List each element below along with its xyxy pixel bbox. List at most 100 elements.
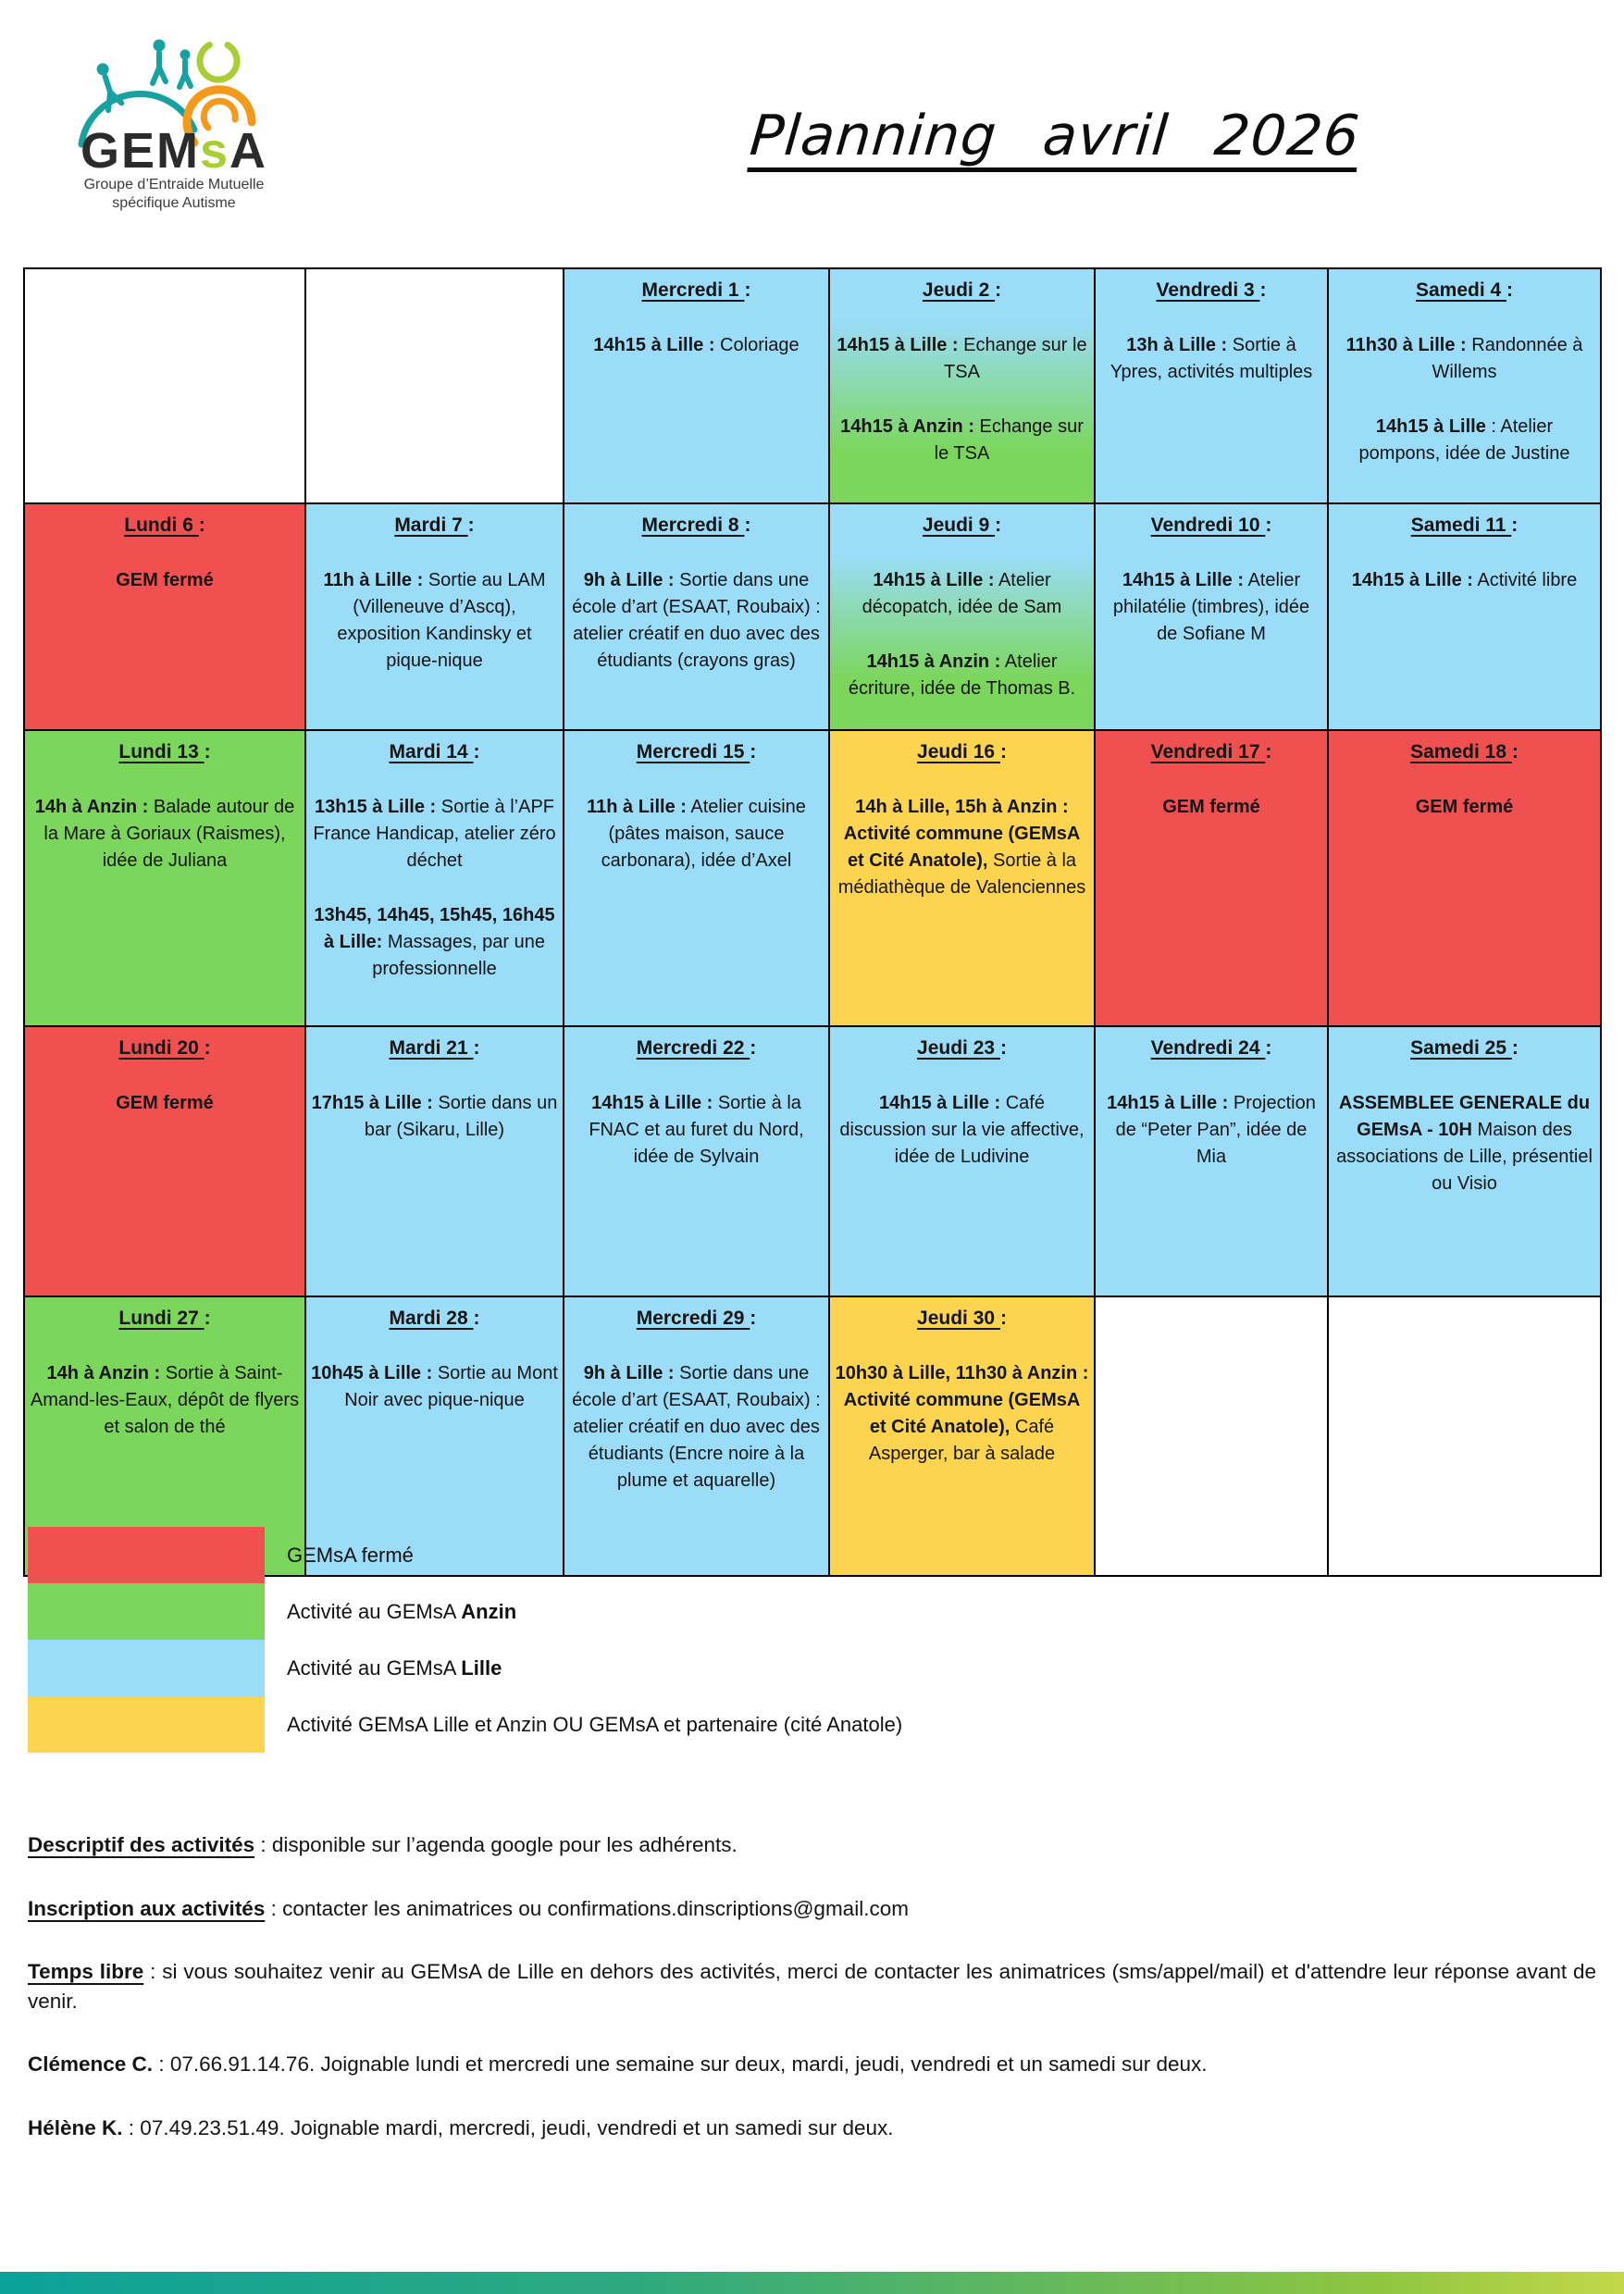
page-title: Planning avril 2026 bbox=[747, 104, 1363, 168]
activity-entry: 14h à Anzin : Balade autour de la Mare à… bbox=[34, 797, 295, 872]
day-header: Jeudi 23 : bbox=[917, 1037, 1007, 1059]
calendar-cell-mardi-28: Mardi 28 : 10h45 à Lille : Sortie au Mont… bbox=[304, 1296, 564, 1577]
calendar-cell-samedi-18: Samedi 18 : GEM fermé bbox=[1327, 729, 1602, 1027]
activity-entry: 14h15 à Lille : Echange sur le TSA bbox=[837, 335, 1087, 383]
footer-line-descriptif-des-activit-s: Descriptif des activités : disponible su… bbox=[28, 1833, 738, 1856]
legend-item-red: GEMsA fermé bbox=[28, 1527, 902, 1583]
legend-item-green: Activité au GEMsA Anzin bbox=[28, 1583, 902, 1640]
calendar-cell-vendredi-10: Vendredi 10 : 14h15 à Lille : Atelier phi… bbox=[1094, 502, 1329, 731]
calendar-cell-jeudi-30: Jeudi 30 : 10h30 à Lille, 11h30 à Anzin :… bbox=[828, 1296, 1096, 1577]
footer-label: Clémence C. bbox=[28, 2052, 154, 2076]
gemsa-logo-icon bbox=[78, 39, 256, 148]
orange-arc-icon bbox=[182, 85, 256, 147]
logo-subtitle-line1: Groupe d’Entraide Mutuelle bbox=[83, 177, 265, 192]
activity-entry: 14h15 à Lille : Atelier pompons, idée de… bbox=[1358, 416, 1570, 465]
footer-label: Inscription aux activités bbox=[28, 1896, 266, 1920]
activity-entry: 10h30 à Lille, 11h30 à Anzin : Activité … bbox=[835, 1363, 1089, 1465]
day-header: Lundi 13 : bbox=[118, 741, 211, 763]
activity-entry: 14h à Anzin : Sortie à Saint-Amand-les-E… bbox=[30, 1363, 300, 1438]
activity-entry: 14h15 à Lille : Sortie à la FNAC et au f… bbox=[589, 1093, 804, 1168]
activity-entry: 11h à Lille : Sortie au LAM (Villeneuve … bbox=[323, 570, 546, 672]
legend-swatch-green bbox=[28, 1583, 265, 1640]
day-header: Mercredi 8 : bbox=[641, 515, 751, 536]
globe-arc-icon bbox=[78, 91, 198, 148]
calendar-cell-vendredi-24: Vendredi 24 : 14h15 à Lille : Projection … bbox=[1094, 1025, 1329, 1297]
footer-line-temps-libre: Temps libre : si vous souhaitez venir au… bbox=[28, 1960, 1596, 2013]
legend-swatch-yellow bbox=[28, 1696, 265, 1753]
day-header: Lundi 27 : bbox=[118, 1308, 211, 1329]
activity-entry: 13h45, 14h45, 15h45, 16h45 à Lille: Mass… bbox=[314, 905, 555, 980]
footer-line-h-l-ne-k: Hélène K. : 07.49.23.51.49. Joignable ma… bbox=[28, 2115, 894, 2139]
legend-label: GEMsA fermé bbox=[287, 1543, 414, 1567]
footer-line-cl-mence-c: Clémence C. : 07.66.91.14.76. Joignable … bbox=[28, 2052, 1208, 2076]
calendar-cell-samedi-4: Samedi 4 : 11h30 à Lille : Randonnée à Wi… bbox=[1327, 267, 1602, 504]
activity-entry: GEM fermé bbox=[116, 1093, 214, 1114]
footer-label: Descriptif des activités bbox=[28, 1833, 255, 1856]
people-icon bbox=[96, 39, 193, 114]
activity-entry: 13h à Lille : Sortie à Ypres, activités … bbox=[1110, 335, 1313, 383]
activity-entry: 14h15 à Lille : Projection de “Peter Pan… bbox=[1107, 1093, 1316, 1168]
activity-entry: 14h15 à Lille : Café discussion sur la v… bbox=[839, 1093, 1085, 1168]
day-header: Samedi 11 : bbox=[1410, 515, 1519, 536]
logo-s-green: s bbox=[199, 123, 230, 179]
day-header: Jeudi 30 : bbox=[917, 1308, 1007, 1329]
green-ring-icon bbox=[196, 39, 241, 83]
calendar-cell-lundi-20: Lundi 20 : GEM fermé bbox=[23, 1025, 306, 1297]
legend-label: Activité GEMsA Lille et Anzin OU GEMsA e… bbox=[287, 1712, 903, 1736]
calendar-cell-mercredi-29: Mercredi 29 : 9h à Lille : Sortie dans un… bbox=[563, 1296, 830, 1577]
calendar-cell-mercredi-8: Mercredi 8 : 9h à Lille : Sortie dans une… bbox=[563, 502, 830, 731]
day-header: Lundi 6 : bbox=[124, 515, 205, 536]
day-header: Vendredi 24 : bbox=[1150, 1037, 1272, 1059]
day-header: Samedi 4 : bbox=[1415, 279, 1514, 301]
day-header: Mardi 28 : bbox=[389, 1308, 480, 1329]
calendar-cell-jeudi-2: Jeudi 2 : 14h15 à Lille : Echange sur le … bbox=[828, 267, 1096, 504]
calendar-cell-mercredi-1: Mercredi 1 : 14h15 à Lille : Coloriage bbox=[563, 267, 830, 504]
day-header: Mercredi 29 : bbox=[636, 1308, 757, 1329]
calendar-cell-empty bbox=[304, 267, 564, 504]
footer-notes: Descriptif des activités : disponible su… bbox=[28, 1830, 1596, 2176]
footer-color-bar bbox=[0, 2272, 1624, 2294]
activity-entry: 9h à Lille : Sortie dans une école d’art… bbox=[572, 1363, 821, 1492]
activity-entry: 10h45 à Lille : Sortie au Mont Noir avec… bbox=[311, 1363, 558, 1411]
calendar-week-row: Lundi 6 : GEM fermé Mardi 7 : 11h à Lille :… bbox=[23, 502, 1602, 731]
day-header: Mercredi 15 : bbox=[636, 741, 757, 763]
day-header: Vendredi 10 : bbox=[1150, 515, 1272, 536]
calendar-cell-mercredi-15: Mercredi 15 : 11h à Lille : Atelier cuisi… bbox=[563, 729, 830, 1027]
legend-item-yellow: Activité GEMsA Lille et Anzin OU GEMsA e… bbox=[28, 1696, 902, 1753]
activity-entry: 14h à Lille, 15h à Anzin : Activité comm… bbox=[837, 797, 1086, 899]
legend-item-blue: Activité au GEMsA Lille bbox=[28, 1640, 902, 1696]
day-header: Jeudi 2 : bbox=[922, 279, 1002, 301]
activity-entry: 14h15 à Lille : Coloriage bbox=[593, 335, 800, 356]
calendar-cell-mardi-21: Mardi 21 : 17h15 à Lille : Sortie dans un… bbox=[304, 1025, 564, 1297]
activity-entry: 14h15 à Anzin : Atelier écriture, idée d… bbox=[848, 651, 1076, 700]
footer-label: Hélène K. bbox=[28, 2115, 123, 2139]
activity-entry: 14h15 à Lille : Atelier philatélie (timb… bbox=[1112, 570, 1310, 645]
day-header: Vendredi 3 : bbox=[1156, 279, 1267, 301]
activity-entry: 14h15 à Anzin : Echange sur le TSA bbox=[840, 416, 1084, 465]
activity-entry: 13h15 à Lille : Sortie à l’APF France Ha… bbox=[313, 797, 556, 872]
activity-entry: 14h15 à Lille : Atelier décopatch, idée … bbox=[862, 570, 1062, 618]
day-header: Mardi 7 : bbox=[394, 515, 475, 536]
activity-entry: 11h30 à Lille : Randonnée à Willems bbox=[1345, 335, 1583, 383]
legend: GEMsA fermé Activité au GEMsA Anzin Activi… bbox=[28, 1527, 902, 1753]
planning-table: Mercredi 1 : 14h15 à Lille : Coloriage Jeu… bbox=[23, 267, 1602, 1577]
calendar-week-row: Lundi 20 : GEM fermé Mardi 21 : 17h15 à Lil… bbox=[23, 1025, 1602, 1297]
legend-swatch-red bbox=[28, 1527, 265, 1583]
calendar-cell-empty bbox=[1094, 1296, 1329, 1577]
calendar-cell-samedi-11: Samedi 11 : 14h15 à Lille : Activité libr… bbox=[1327, 502, 1602, 731]
activity-entry: 11h à Lille : Atelier cuisine (pâtes mai… bbox=[587, 797, 806, 872]
gemsa-logo: GEMsA Groupe d’Entraide Mutuelle spécifi… bbox=[35, 39, 313, 213]
activity-entry: ASSEMBLEE GENERALE du GEMsA - 10H Maison… bbox=[1336, 1093, 1593, 1195]
calendar-cell-empty bbox=[1327, 1296, 1602, 1577]
activity-entry: 17h15 à Lille : Sortie dans un bar (Sika… bbox=[311, 1093, 558, 1141]
activity-entry: 14h15 à Lille : Activité libre bbox=[1351, 570, 1578, 591]
calendar-cell-mardi-14: Mardi 14 : 13h15 à Lille : Sortie à l’APF… bbox=[304, 729, 564, 1027]
calendar-cell-vendredi-3: Vendredi 3 : 13h à Lille : Sortie à Ypres… bbox=[1094, 267, 1329, 504]
activity-entry: GEM fermé bbox=[1162, 797, 1260, 818]
day-header: Lundi 20 : bbox=[118, 1037, 211, 1059]
calendar-cell-lundi-6: Lundi 6 : GEM fermé bbox=[23, 502, 306, 731]
activity-entry: GEM fermé bbox=[116, 570, 214, 591]
calendar-cell-mercredi-22: Mercredi 22 : 14h15 à Lille : Sortie à la… bbox=[563, 1025, 830, 1297]
legend-swatch-blue bbox=[28, 1640, 265, 1696]
calendar-week-row: Lundi 13 : 14h à Anzin : Balade autour de… bbox=[23, 729, 1602, 1027]
